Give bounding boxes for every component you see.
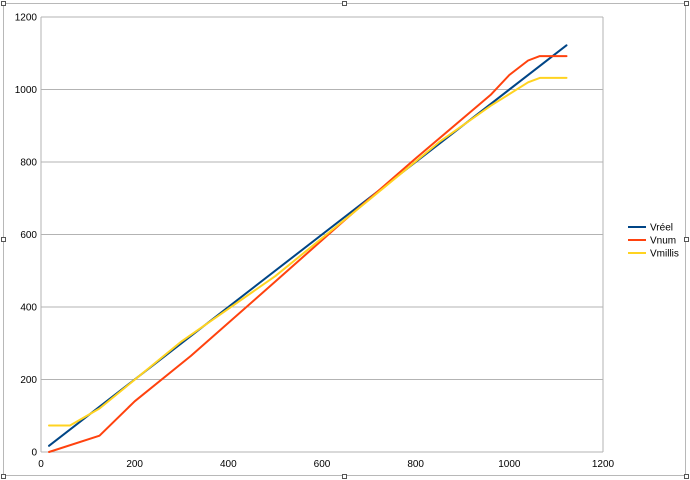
resize-handle-bottom-right[interactable] bbox=[684, 474, 689, 479]
y-tick-label-0: 0 bbox=[31, 448, 37, 459]
series-line-1 bbox=[48, 55, 568, 453]
resize-handle-left[interactable] bbox=[1, 237, 6, 242]
resize-handle-top-right[interactable] bbox=[684, 1, 689, 6]
chart-frame bbox=[3, 3, 686, 476]
y-tick-label-6: 1200 bbox=[15, 13, 38, 24]
resize-handle-bottom[interactable] bbox=[342, 474, 347, 479]
x-tick-label-5: 1000 bbox=[498, 459, 521, 470]
x-tick-label-0: 0 bbox=[38, 459, 44, 470]
x-tick-label-3: 600 bbox=[314, 459, 331, 470]
legend-label-2: Vmillis bbox=[650, 249, 679, 260]
legend-label-0: Vréel bbox=[650, 223, 673, 234]
series-line-2 bbox=[48, 76, 568, 427]
y-tick-label-3: 600 bbox=[20, 230, 37, 241]
y-tick-label-1: 200 bbox=[20, 375, 37, 386]
y-tick-label-2: 400 bbox=[20, 303, 37, 314]
resize-handle-bottom-left[interactable] bbox=[1, 474, 6, 479]
x-tick-label-1: 200 bbox=[126, 459, 143, 470]
y-tick-label-5: 1000 bbox=[15, 85, 38, 96]
y-tick-label-4: 800 bbox=[20, 158, 37, 169]
resize-handle-right[interactable] bbox=[684, 237, 689, 242]
x-tick-label-4: 800 bbox=[407, 459, 424, 470]
resize-handle-top-left[interactable] bbox=[1, 1, 6, 6]
legend-label-1: Vnum bbox=[650, 236, 676, 247]
x-tick-label-6: 1200 bbox=[592, 459, 615, 470]
x-tick-label-2: 400 bbox=[220, 459, 237, 470]
resize-handle-top[interactable] bbox=[342, 1, 347, 6]
